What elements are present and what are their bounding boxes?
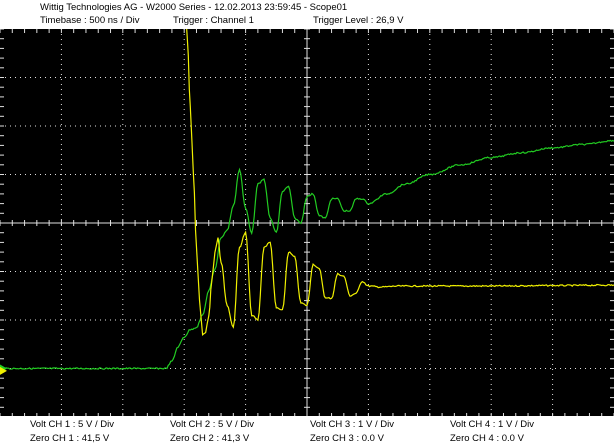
scope-grid [0, 29, 614, 417]
trigger-level-label: Trigger Level : 26,9 V [313, 15, 404, 26]
ch4-volt-label: Volt CH 4 : 1 V / Div [450, 419, 534, 430]
ch3-volt-label: Volt CH 3 : 1 V / Div [310, 419, 394, 430]
ch2-zero-label: Zero CH 2 : 41,3 V [170, 433, 250, 444]
ch1-ground-marker [0, 366, 7, 375]
window-title: Wittig Technologies AG - W2000 Series - … [40, 2, 348, 13]
header-bar: Wittig Technologies AG - W2000 Series - … [0, 0, 614, 30]
trigger-label: Trigger : Channel 1 [173, 15, 254, 26]
ground-marker-arrow [0, 366, 7, 375]
ch1-volt-label: Volt CH 1 : 5 V / Div [30, 419, 114, 430]
oscilloscope-display [0, 29, 614, 417]
ch4-zero-label: Zero CH 4 : 0.0 V [450, 433, 524, 444]
ch1-trace [186, 29, 614, 337]
ch1-zero-label: Zero CH 1 : 41,5 V [30, 433, 110, 444]
ch3-zero-label: Zero CH 3 : 0.0 V [310, 433, 384, 444]
footer-bar: Volt CH 1 : 5 V / Div Zero CH 1 : 41,5 V… [0, 416, 614, 447]
ch2-volt-label: Volt CH 2 : 5 V / Div [170, 419, 254, 430]
timebase-label: Timebase : 500 ns / Div [40, 15, 140, 26]
ch2-trace [0, 139, 614, 370]
